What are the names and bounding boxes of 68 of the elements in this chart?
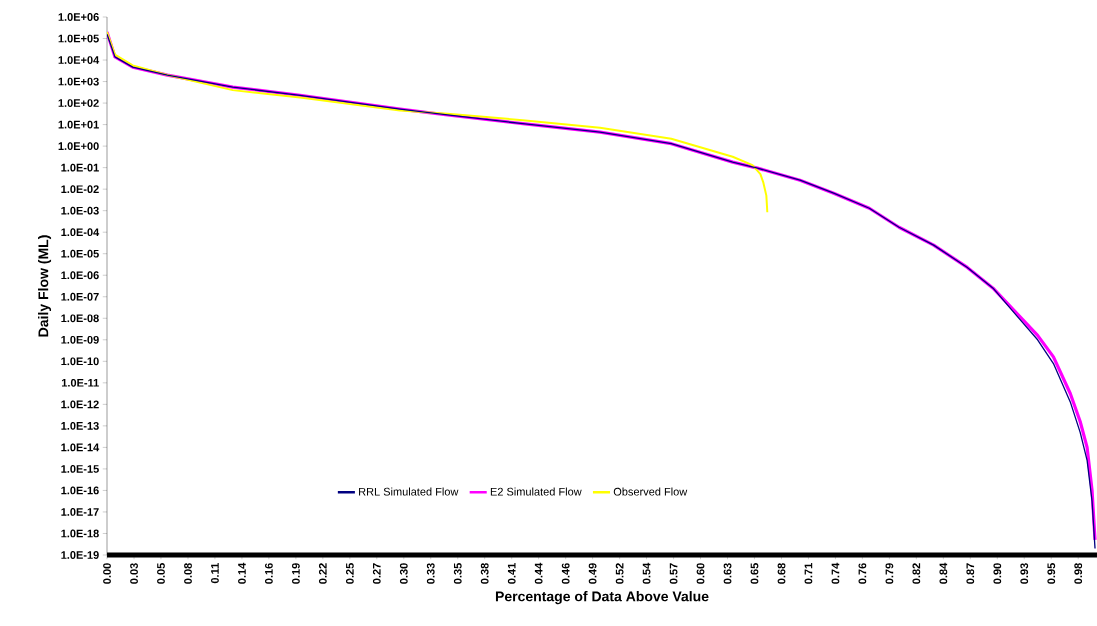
y-tick-label: 1.0E+05 [58,34,99,43]
x-tick-label: 0.71 [804,563,813,584]
x-tick-label: 0.30 [399,563,408,584]
x-tick-label: 0.33 [426,563,435,584]
y-tick-label: 1.0E-06 [61,271,99,280]
x-tick-label: 0.52 [615,563,624,584]
x-tick-label: 0.76 [858,563,867,584]
x-tick-label: 0.82 [912,563,921,584]
x-tick-label: 0.35 [453,563,462,584]
y-tick-label: 1.0E-03 [61,206,99,215]
x-tick-label: 0.22 [318,563,327,584]
y-tick-label: 1.0E-05 [61,249,99,258]
y-tick-label: 1.0E+06 [58,13,99,21]
x-tick-label: 0.03 [130,563,138,584]
x-tick-label: 0.16 [264,563,273,584]
x-tick-label: 0.65 [750,563,759,584]
y-tick-label: 1.0E-11 [61,378,99,387]
x-tick-label: 0.38 [480,563,489,584]
y-tick-label: 1.0E-16 [61,486,99,495]
legend-label: E2 Simulated Flow [490,487,582,496]
y-tick-label: 1.0E-17 [61,508,99,516]
x-tick-label: 0.90 [993,563,1002,584]
x-tick-label: 0.44 [534,562,543,584]
x-tick-label: 0.79 [885,563,894,584]
y-tick-label: 1.0E-02 [61,185,99,194]
y-axis-title: Daily Flow (ML) [38,235,52,337]
y-tick-label: 1.0E+00 [58,142,99,151]
y-tick-label: 1.0E+03 [58,77,99,86]
legend-label: Observed Flow [613,487,688,496]
y-tick-label: 1.0E-07 [61,292,99,301]
x-tick-label: 0.98 [1074,563,1083,584]
x-tick-label: 0.11 [211,563,219,584]
y-tick-label: 1.0E-15 [61,465,99,473]
x-tick-label: 0.00 [103,563,111,584]
x-tick-label: 0.68 [777,563,786,584]
y-tick-label: 1.0E-18 [61,529,99,538]
x-tick-label: 0.74 [831,562,840,584]
x-tick-label: 0.57 [669,563,678,584]
y-tick-label: 1.0E+02 [58,99,99,107]
y-tick-label: 1.0E+04 [58,56,100,64]
x-axis-title: Percentage of Data Above Value [495,591,709,605]
x-tick-label: 0.19 [292,563,300,584]
x-tick-label: 0.93 [1020,563,1029,584]
y-tick-label: 1.0E+01 [58,120,99,129]
legend-label: RRL Simulated Flow [359,487,459,496]
y-tick-label: 1.0E-19 [61,551,99,559]
y-tick-label: 1.0E-10 [61,357,99,366]
y-tick-label: 1.0E-12 [61,400,99,409]
x-tick-label: 0.54 [642,562,651,584]
x-tick-label: 0.08 [184,563,192,584]
x-tick-label: 0.27 [372,563,381,584]
x-tick-label: 0.46 [561,563,570,584]
x-tick-label: 0.60 [696,563,705,584]
y-tick-label: 1.0E-14 [61,443,100,452]
x-tick-label: 0.14 [238,562,246,584]
x-tick-label: 0.41 [507,563,516,584]
y-tick-label: 1.0E-01 [61,163,99,172]
x-tick-label: 0.95 [1047,563,1056,584]
x-tick-label: 0.05 [157,563,165,584]
x-tick-label: 0.87 [966,563,975,584]
x-tick-label: 0.25 [345,563,354,584]
x-tick-label: 0.63 [723,563,732,584]
y-tick-label: 1.0E-04 [61,228,100,237]
x-tick-label: 0.84 [939,562,948,584]
y-tick-label: 1.0E-09 [61,335,99,344]
y-tick-label: 1.0E-13 [61,421,99,430]
y-tick-label: 1.0E-08 [61,314,99,323]
x-tick-label: 0.49 [588,563,597,584]
